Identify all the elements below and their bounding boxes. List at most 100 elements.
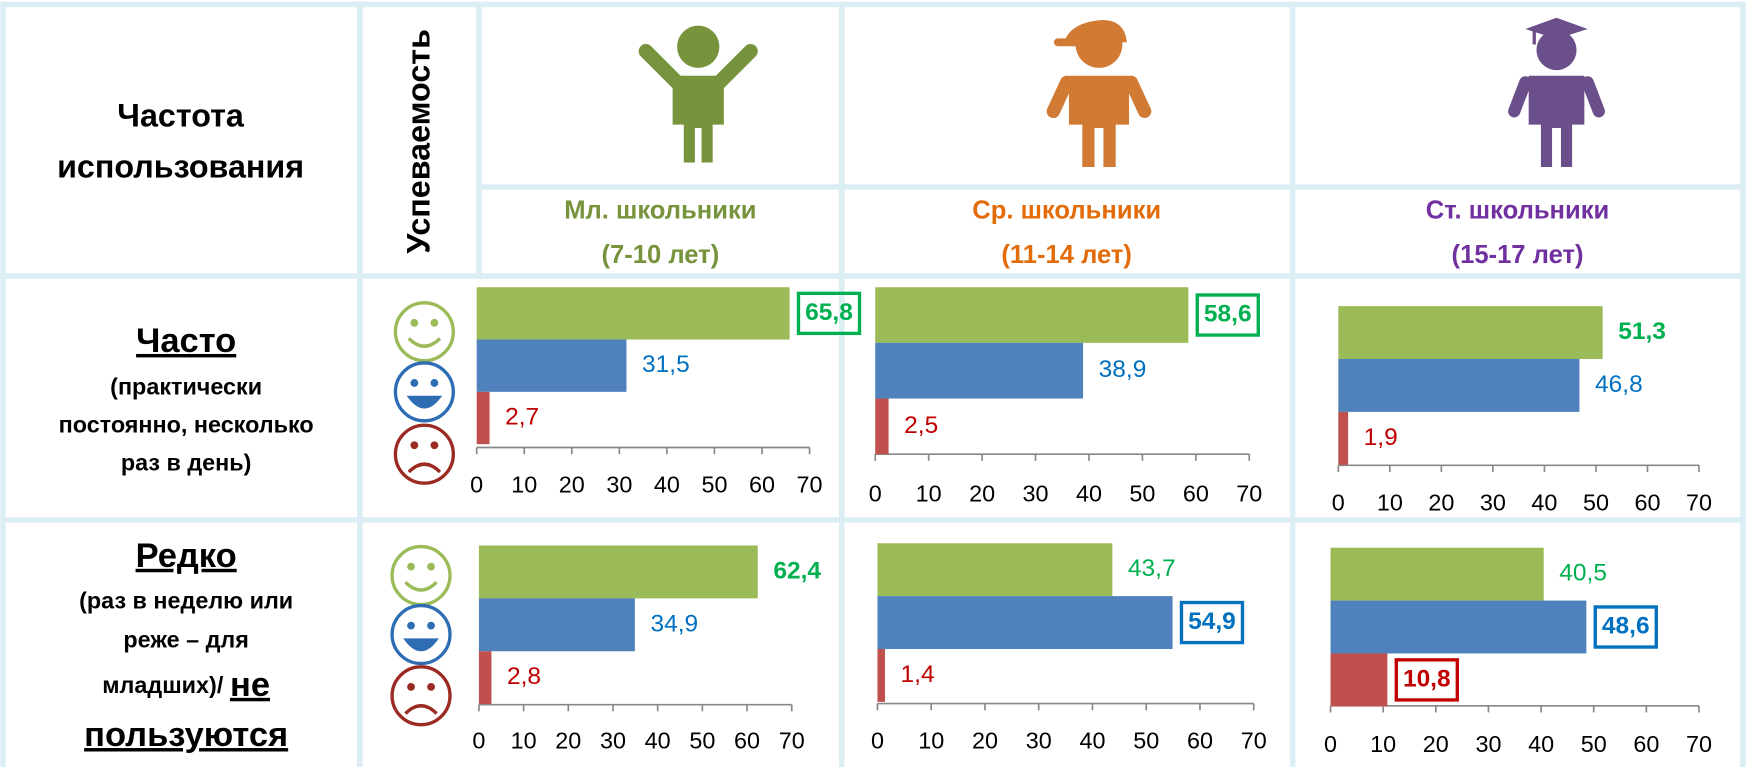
face-eye [410,318,419,327]
x-tick-label: 50 [1583,489,1609,515]
value-label-box [1394,658,1459,702]
x-tick-label: 20 [969,481,995,507]
bar [1330,547,1544,601]
value-label: 2,7 [505,403,539,430]
value-label: 31,5 [642,351,690,378]
face [390,603,452,666]
value-label: 46,8 [1595,371,1643,398]
bar [877,596,1173,649]
x-tick-label: 0 [470,472,483,498]
bar [476,287,790,340]
bar [877,543,1113,597]
row-extra: пользуются [84,716,288,754]
x-tick-label: 0 [871,728,884,754]
bar [1338,306,1603,360]
icon-middle [1046,20,1152,167]
face [390,665,452,727]
x-tick-label: 30 [606,472,632,498]
x-tick-label: 60 [1633,731,1659,757]
x-tick-label: 40 [645,728,671,754]
face-eye [427,562,435,571]
bar [476,391,490,445]
row-subtitle: раз в день) [121,449,252,475]
row-subtitle: (практически [110,374,262,400]
x-tick-label: 50 [1129,481,1155,507]
value-label: 38,9 [1099,356,1147,383]
value-label-box [796,291,862,336]
face-eye [407,562,415,571]
face-eye [430,379,439,387]
bar [1338,411,1349,465]
face-eye [407,682,415,691]
x-tick-label: 40 [1079,728,1105,754]
x-tick-label: 30 [600,728,626,754]
face-mouth [406,395,443,409]
x-tick-label: 70 [779,728,805,754]
x-tick-label: 0 [1324,731,1337,757]
group-age: (7-10 лет) [602,241,720,269]
x-tick-label: 0 [1332,489,1345,515]
x-tick-label: 40 [1076,481,1102,507]
value-label: 43,7 [1128,555,1176,582]
row-title: Часто [136,322,236,360]
x-tick-label: 0 [472,728,485,754]
x-tick-label: 60 [734,728,760,754]
x-tick-label: 30 [1026,728,1052,754]
face [393,301,455,363]
bar [877,649,885,702]
group-name: Мл. школьники [564,196,756,224]
value-label-box [1593,605,1658,649]
x-tick-label: 70 [1686,731,1712,757]
x-tick-label: 30 [1023,481,1049,507]
face-mouth [404,704,438,715]
x-tick-label: 10 [916,481,942,507]
bar [875,398,889,455]
x-tick-label: 70 [1686,489,1712,515]
value-label: 65,8 [805,299,853,326]
header-title: использования [57,149,304,185]
value-label: 58,6 [1204,301,1252,328]
face-icons [390,301,455,727]
x-tick-label: 0 [869,481,882,507]
group-age: (11-14 лет) [1001,241,1132,269]
x-tick-label: 20 [559,472,585,498]
x-tick-label: 40 [1528,731,1554,757]
face-eye [407,621,415,630]
face-eye [430,318,439,327]
row-extra: не [230,666,270,704]
value-label: 51,3 [1618,318,1666,345]
x-tick-label: 60 [1187,728,1213,754]
face-mouth [407,462,442,474]
x-tick-label: 10 [511,728,537,754]
bar [875,342,1084,399]
value-label: 1,9 [1364,424,1398,451]
group-name: Ср. школьники [972,196,1161,224]
face [393,423,455,485]
x-tick-label: 70 [1241,728,1267,754]
value-label: 34,9 [650,610,698,637]
x-tick-label: 20 [972,728,998,754]
bar [1338,359,1580,412]
group-age: (15-17 лет) [1452,241,1584,269]
group-name: Ст. школьники [1426,196,1610,224]
x-tick-label: 10 [511,472,537,498]
face-eye [427,621,435,630]
x-tick-label: 20 [1428,489,1454,515]
value-label: 48,6 [1602,612,1650,639]
x-tick-label: 40 [1531,489,1557,515]
icon-young [638,25,758,163]
face-eye [430,441,439,450]
row-subtitle: реже – для [123,626,248,652]
header-title: Частота [117,98,245,134]
row-subtitle: постоянно, несколько [59,412,314,438]
face-mouth [404,580,438,592]
bar [476,339,627,392]
face [393,361,455,423]
face-eye [427,682,435,691]
x-tick-label: 50 [1581,731,1607,757]
bar [1330,653,1388,707]
x-tick-label: 50 [1133,728,1159,754]
bar [1330,600,1587,654]
